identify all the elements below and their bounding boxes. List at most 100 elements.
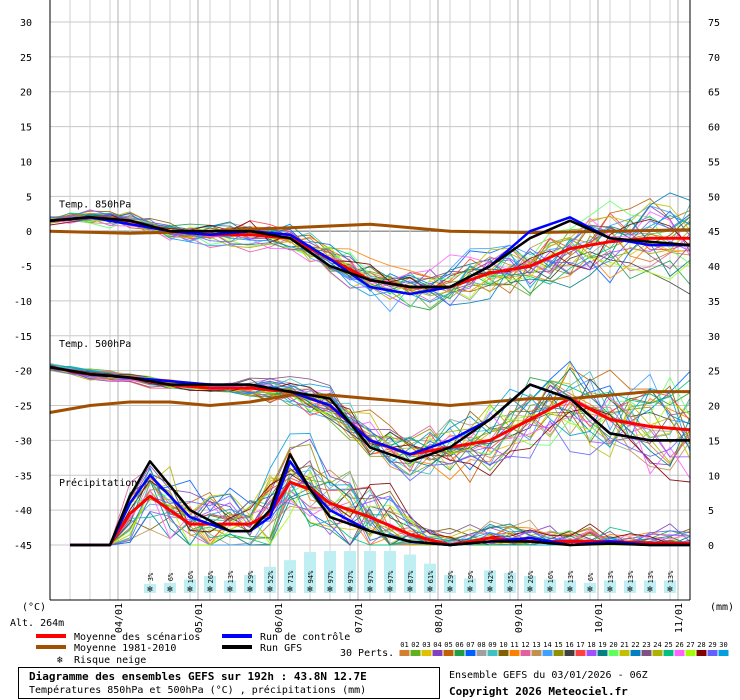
snow-risk-pct: 19% — [467, 570, 475, 583]
perturbation-number: 04 — [433, 641, 441, 649]
left-tick-label: 20 — [20, 88, 32, 99]
perturbation-swatch — [553, 650, 564, 656]
section-label: Précipitation — [59, 477, 137, 489]
x-tick-label: 10/01 — [594, 603, 605, 633]
snow-risk-pct: 6% — [167, 572, 175, 581]
snow-risk-bar — [504, 572, 516, 593]
perturbation-swatch — [696, 650, 707, 656]
snowflake-icon: ❄ — [167, 585, 173, 595]
snow-risk-pct: 13% — [667, 570, 675, 583]
left-tick-label: -40 — [14, 506, 32, 517]
perturbation-swatch — [597, 650, 608, 656]
snowflake-icon: ❄ — [287, 585, 293, 595]
legend-label: Run GFS — [260, 643, 302, 654]
perturbation-number: 15 — [554, 641, 562, 649]
right-tick-label: 15 — [708, 436, 720, 447]
perturbation-swatch — [685, 650, 696, 656]
snow-risk-pct: 16% — [187, 570, 195, 583]
perturbation-number: 25 — [664, 641, 672, 649]
perturbation-swatch — [399, 650, 410, 656]
snow-risk-bar — [204, 575, 216, 593]
perturbation-number: 10 — [499, 641, 507, 649]
perturbation-swatch — [454, 650, 465, 656]
perturbation-number: 18 — [587, 641, 595, 649]
snow-risk-row: 3% ❄ 6% ❄ 16% ❄ 26% ❄ 13% ❄ 29% ❄ 52% ❄ 71% ❄ 94% ❄ 97% ❄ 97… — [144, 551, 676, 595]
snow-risk-bar — [344, 551, 356, 593]
perturbation-number: 02 — [411, 641, 419, 649]
snowflake-icon: ❄ — [367, 585, 373, 595]
perturbation-swatch — [432, 650, 443, 656]
snow-risk-pct: 3% — [147, 572, 155, 581]
snowflake-icon: ❄ — [227, 585, 233, 595]
perturbation-swatch — [641, 650, 652, 656]
snowflake-icon: ❄ — [147, 585, 153, 595]
perturbation-number: 12 — [521, 641, 529, 649]
perturbation-swatch — [476, 650, 487, 656]
perturbation-swatch — [421, 650, 432, 656]
ensemble-member-line — [49, 210, 691, 293]
snowflake-icon: ❄ — [507, 585, 513, 595]
left-tick-label: -20 — [14, 367, 32, 378]
perturbation-number: 14 — [543, 641, 551, 649]
section-label: Temp. 850hPa — [59, 199, 131, 210]
right-tick-label: 5 — [708, 506, 714, 517]
perturbation-number: 20 — [609, 641, 617, 649]
snowflake-icon: ❄ — [467, 585, 473, 595]
snowflake-icon: ❄ — [667, 585, 673, 595]
chart-subtitle: Températures 850hPa et 500hPa (°C) , pré… — [29, 685, 367, 696]
snow-risk-pct: 35% — [507, 570, 515, 583]
legend-label: Risque neige — [74, 655, 146, 666]
snow-risk-bar — [664, 580, 676, 593]
snowflake-icon: ❄ — [247, 585, 253, 595]
perturbation-swatch — [531, 650, 542, 656]
snow-risk-bar — [424, 563, 436, 593]
right-tick-label: 45 — [708, 227, 720, 238]
snow-risk-bar — [184, 579, 196, 593]
perturbation-number: 06 — [455, 641, 463, 649]
snow-risk-bar — [404, 554, 416, 593]
chart-labels: Temp. 850hPa Temp. 500hPa Précipitation (°C… — [10, 199, 734, 629]
perturbation-number: 29 — [708, 641, 716, 649]
snow-risk-pct: 97% — [387, 570, 395, 583]
perturbation-swatch — [542, 650, 553, 656]
snowflake-icon: ❄ — [347, 585, 353, 595]
perturbation-swatch — [487, 650, 498, 656]
right-tick-label: 10 — [708, 471, 720, 482]
right-tick-label: 70 — [708, 53, 720, 64]
snowflake-icon: ❄ — [607, 585, 613, 595]
snow-risk-pct: 29% — [447, 570, 455, 583]
snow-risk-bar — [364, 551, 376, 593]
perturbation-number: 21 — [620, 641, 628, 649]
snowflake-icon: ❄ — [307, 585, 313, 595]
series-line-t500_clim — [49, 390, 690, 414]
snowflake-icon: ❄ — [407, 585, 413, 595]
x-tick-label: 04/01 — [114, 603, 125, 633]
snow-risk-pct: 26% — [527, 570, 535, 583]
series-line-t850_gfs — [49, 216, 691, 289]
perturbation-number: 08 — [477, 641, 485, 649]
perturbation-number: 05 — [444, 641, 452, 649]
right-tick-label: 75 — [708, 18, 720, 29]
legend-label: Moyenne 1981-2010 — [74, 643, 176, 654]
series-line-t500_gfs — [49, 365, 690, 463]
snowflake-icon: ❄ — [587, 585, 593, 595]
right-tick-label: 35 — [708, 297, 720, 308]
left-tick-label: -35 — [14, 471, 32, 482]
perturbation-swatch — [707, 650, 718, 656]
snow-risk-pct: 42% — [487, 570, 495, 583]
perturbation-number: 22 — [631, 641, 639, 649]
perturbation-swatch — [520, 650, 531, 656]
right-tick-label: 65 — [708, 88, 720, 99]
perturbation-swatch — [652, 650, 663, 656]
left-tick-label: -10 — [14, 297, 32, 308]
copyright: Copyright 2026 Meteociel.fr — [449, 685, 628, 698]
right-tick-label: 0 — [708, 541, 714, 552]
snowflake-icon: ❄ — [647, 585, 653, 595]
left-tick-label: 10 — [20, 157, 32, 168]
x-tick-label: 05/01 — [194, 603, 205, 633]
snow-risk-pct: 13% — [567, 570, 575, 583]
perturbation-swatch — [465, 650, 476, 656]
perturbation-number: 23 — [642, 641, 650, 649]
series-line-precip_gfs — [70, 453, 690, 547]
